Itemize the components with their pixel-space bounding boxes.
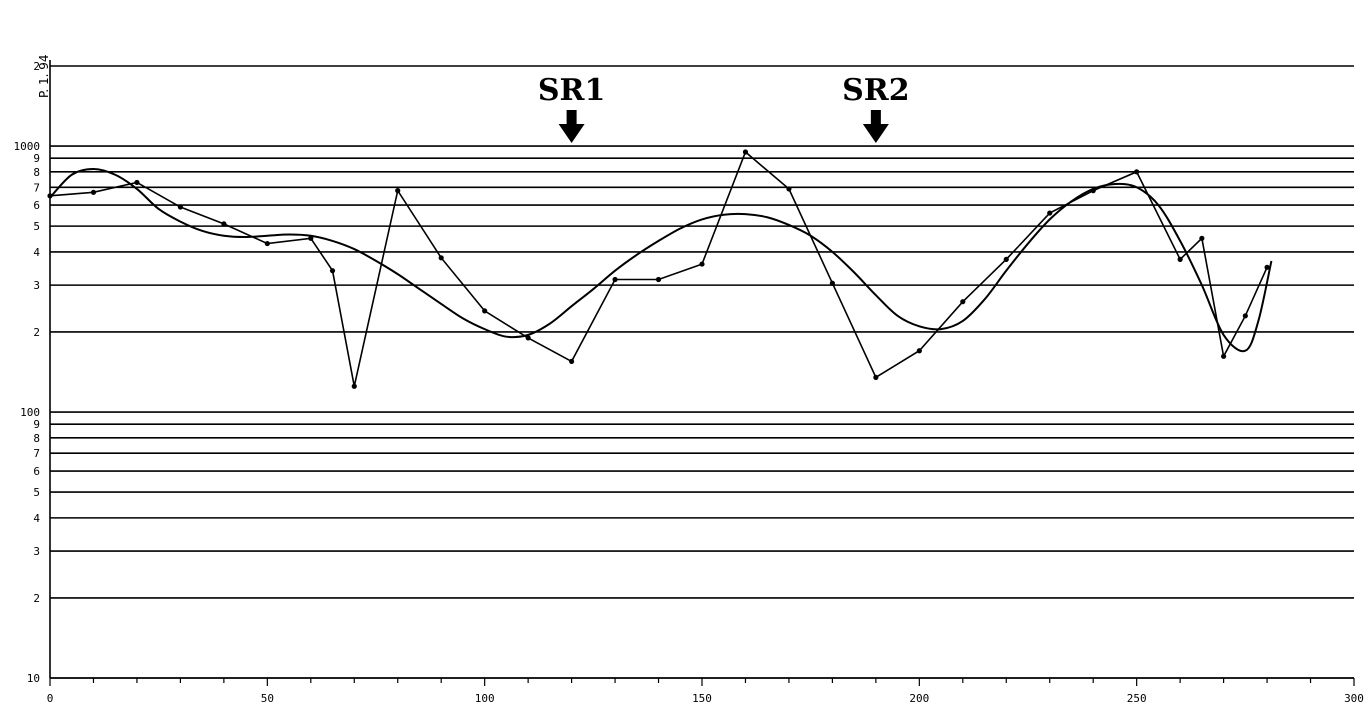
data-point-19: [829, 280, 836, 286]
y-tick-label-15: 5: [33, 486, 40, 499]
data-point-31: [1264, 264, 1270, 270]
data-point-7: [329, 268, 336, 274]
data-point-11: [482, 308, 488, 314]
series-layer: [47, 149, 1273, 389]
y-tick-label-7: 4: [33, 246, 40, 259]
y-tick-label-6: 5: [33, 220, 40, 233]
data-point-20: [873, 374, 879, 380]
y-tick-label-13: 7: [33, 447, 40, 460]
y-tick-label-3: 8: [33, 166, 40, 179]
y-tick-label-2: 9: [33, 152, 40, 165]
data-point-28: [1199, 235, 1205, 241]
data-point-12: [525, 335, 531, 341]
y-tick-label-16: 4: [33, 512, 40, 525]
x-tick-label-4: 200: [909, 692, 929, 705]
y-tick-label-12: 8: [33, 432, 40, 445]
annotation-arrow-sr1: [558, 110, 585, 143]
data-point-15: [655, 276, 662, 283]
annotation-label-sr2: SR2: [842, 73, 909, 108]
data-point-23: [1003, 256, 1009, 262]
data-line: [49, 150, 1268, 387]
data-point-24: [1047, 210, 1053, 216]
x-tick-label-2: 100: [475, 692, 495, 705]
data-point-9: [395, 188, 401, 194]
data-point-10: [438, 255, 444, 261]
data-point-4: [221, 221, 227, 227]
data-point-13: [569, 358, 575, 365]
data-point-16: [699, 261, 705, 267]
data-point-22: [960, 299, 966, 305]
y-tick-label-1: 1000: [14, 140, 41, 153]
x-tick-label-3: 150: [692, 692, 712, 705]
y-tick-label-11: 9: [33, 418, 40, 431]
y-tick-label-10: 100: [20, 406, 40, 419]
y-tick-label-4: 7: [33, 181, 40, 194]
annotation-arrow-sr2: [862, 110, 889, 143]
data-point-29: [1221, 353, 1227, 359]
data-point-17: [742, 149, 749, 155]
data-point-3: [177, 204, 183, 210]
y-tick-label-8: 3: [33, 279, 40, 292]
data-point-27: [1177, 256, 1183, 262]
y-tick-label-14: 6: [33, 465, 40, 478]
data-point-8: [351, 383, 357, 389]
x-tick-label-6: 300: [1344, 692, 1364, 705]
data-point-21: [916, 348, 922, 354]
data-point-30: [1242, 313, 1248, 319]
y-tick-label-19: 10: [27, 672, 40, 685]
y-tick-label-0: 2: [33, 60, 40, 73]
annotation-layer: SR1 SR2: [538, 73, 910, 143]
data-point-26: [1134, 169, 1140, 175]
x-tick-label-1: 50: [261, 692, 274, 705]
x-tick-label-5: 250: [1127, 692, 1147, 705]
y-tick-label-17: 3: [33, 545, 40, 558]
data-point-14: [612, 276, 618, 283]
y-tick-label-9: 2: [33, 326, 40, 339]
fit-curve: [49, 167, 1273, 353]
data-point-6: [308, 235, 314, 241]
annotation-label-sr1: SR1: [538, 73, 605, 108]
grid-layer: [50, 65, 1354, 679]
y-tick-label-5: 6: [33, 199, 40, 212]
data-point-1: [90, 189, 97, 195]
side-note: P. 1. 94: [37, 54, 51, 98]
data-point-18: [786, 186, 792, 192]
data-point-2: [134, 179, 140, 186]
x-tick-label-0: 0: [47, 692, 54, 705]
data-point-5: [264, 240, 270, 247]
y-tick-label-18: 2: [33, 592, 40, 605]
